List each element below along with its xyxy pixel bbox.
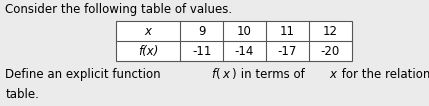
Text: x: x <box>329 68 336 81</box>
Text: x: x <box>145 25 151 38</box>
Text: Consider the following table of values.: Consider the following table of values. <box>5 3 232 16</box>
Text: 9: 9 <box>198 25 205 38</box>
Text: table.: table. <box>5 88 39 101</box>
Text: -20: -20 <box>321 45 340 58</box>
Text: -14: -14 <box>235 45 254 58</box>
Text: f(x): f(x) <box>138 45 158 58</box>
Text: f: f <box>211 68 215 81</box>
Text: ): ) <box>231 68 236 81</box>
Text: in terms of: in terms of <box>237 68 308 81</box>
Text: 10: 10 <box>237 25 252 38</box>
Text: 12: 12 <box>323 25 338 38</box>
Text: x: x <box>222 68 229 81</box>
Text: Define an explicit function: Define an explicit function <box>5 68 165 81</box>
Text: -11: -11 <box>192 45 211 58</box>
Text: (: ( <box>216 68 221 81</box>
Text: -17: -17 <box>278 45 297 58</box>
Text: 11: 11 <box>280 25 295 38</box>
Text: for the relationship represented in the: for the relationship represented in the <box>338 68 429 81</box>
